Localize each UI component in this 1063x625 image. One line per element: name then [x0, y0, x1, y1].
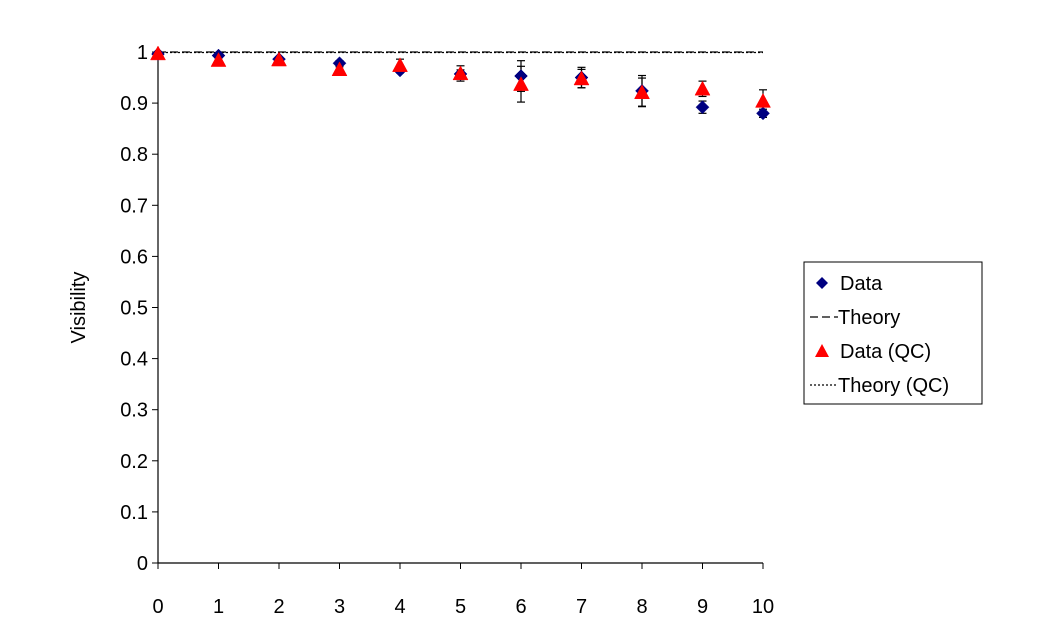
data-point-data-qc: [331, 61, 348, 76]
x-tick-label: 2: [273, 596, 284, 618]
x-tick-label: 8: [636, 596, 647, 618]
data-point-data-qc: [452, 65, 469, 81]
legend-symbol-data-qc: [815, 344, 829, 357]
x-axis-ticks: 0 1 2 3 4 5 6 7 8 9 10: [152, 563, 774, 618]
error-bars: [154, 51, 767, 119]
x-tick-label: 10: [752, 596, 774, 618]
y-axis-ticks: 0 0.1 0.2 0.3 0.4 0.5 0.6 0.7 0.8 0.9 1: [120, 42, 158, 575]
data-point-data-qc: [392, 57, 408, 72]
data-point-data-qc: [150, 45, 166, 61]
legend-label-data: Data: [840, 273, 883, 295]
y-tick-label: 0: [137, 553, 148, 575]
y-tick-label: 1: [137, 42, 148, 64]
legend-label-data-qc: Data (QC): [840, 341, 931, 363]
legend-label-theory-qc: Theory (QC): [838, 375, 949, 397]
y-tick-label: 0.9: [120, 93, 148, 115]
x-tick-label: 4: [394, 596, 405, 618]
axes: [157, 52, 763, 564]
y-tick-label: 0.6: [120, 246, 148, 268]
data-point-data-qc: [755, 93, 771, 108]
legend: Data Theory Data (QC) Theory (QC): [803, 261, 983, 405]
legend-entry-data-qc: Data (QC): [815, 341, 931, 363]
data-point-data-qc: [513, 76, 529, 91]
x-tick-label: 0: [152, 596, 163, 618]
y-tick-label: 0.7: [120, 195, 148, 217]
legend-entry-theory: Theory: [810, 307, 900, 329]
legend-symbol-data: [816, 277, 828, 289]
y-axis-title: Visibility: [68, 272, 90, 344]
data-point-data-qc: [210, 52, 227, 67]
legend-entry-data: Data: [816, 273, 883, 295]
data-point-data-qc: [573, 70, 590, 86]
data-point-data-qc: [694, 80, 711, 96]
x-tick-label: 6: [515, 596, 526, 618]
y-tick-label: 0.8: [120, 144, 148, 166]
x-tick-label: 3: [334, 596, 345, 618]
x-tick-label: 5: [455, 596, 466, 618]
x-tick-label: 1: [213, 596, 224, 618]
data-point-data: [756, 106, 770, 121]
data-point-data-qc: [271, 51, 287, 67]
y-tick-label: 0.5: [120, 298, 148, 320]
y-tick-label: 0.1: [120, 502, 148, 524]
data-point-data: [695, 100, 710, 115]
x-tick-label: 7: [576, 596, 587, 618]
legend-label-theory: Theory: [838, 307, 900, 329]
y-tick-label: 0.4: [120, 349, 148, 371]
x-tick-label: 9: [697, 596, 708, 618]
y-tick-label: 0.3: [120, 400, 148, 422]
y-tick-label: 0.2: [120, 451, 148, 473]
legend-box: [803, 261, 983, 405]
data-point-data-qc: [634, 84, 650, 99]
data-markers: [150, 45, 771, 121]
theory-lines: [158, 51, 763, 54]
legend-entry-theory-qc: Theory (QC): [810, 375, 949, 397]
